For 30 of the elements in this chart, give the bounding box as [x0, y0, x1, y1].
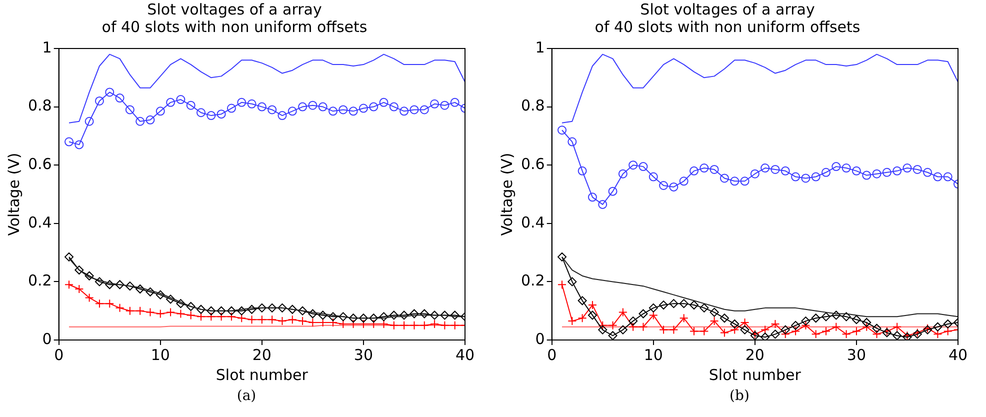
y-axis-title: Voltage (V) [4, 152, 23, 236]
x-tick-label: 40 [948, 346, 968, 364]
x-tick-label: 30 [354, 346, 374, 364]
x-tick-label: 10 [150, 346, 170, 364]
y-tick-label: 0.8 [520, 96, 545, 115]
x-axis-title: Slot number [216, 366, 309, 384]
x-tick-label: 0 [547, 346, 557, 364]
x-axis-title: Slot number [708, 366, 802, 384]
text: (a) [236, 388, 258, 404]
chart-title: Slot voltages of a array of 40 slots with non uniform offsets [594, 0, 860, 36]
x-tick-label: 10 [644, 346, 663, 364]
y-tick-label: 0.6 [520, 154, 545, 173]
y-tick-label: 1 [535, 38, 545, 56]
x-tick-label: 20 [745, 346, 764, 364]
y-tick-label: 0 [535, 330, 545, 348]
chart-title: Slot voltages of a array of 40 slots with non uniform offsets [102, 0, 368, 36]
y-tick-label: 0 [42, 330, 52, 348]
x-tick-label: 40 [455, 346, 475, 364]
y-tick-label: 0.2 [520, 272, 545, 290]
y-tick-label: 0.4 [520, 213, 545, 232]
y-tick-label: 1 [42, 38, 52, 56]
x-tick-label: 0 [54, 346, 64, 364]
y-tick-label: 0.8 [28, 96, 52, 115]
y-tick-label: 0.4 [28, 213, 52, 232]
text: (b) [728, 388, 750, 404]
x-tick-label: 30 [846, 346, 866, 364]
y-tick-label: 0.6 [28, 154, 52, 173]
x-tick-label: 20 [252, 346, 272, 364]
y-tick-label: 0.2 [28, 272, 52, 290]
y-axis-title: Voltage (V) [498, 152, 516, 236]
